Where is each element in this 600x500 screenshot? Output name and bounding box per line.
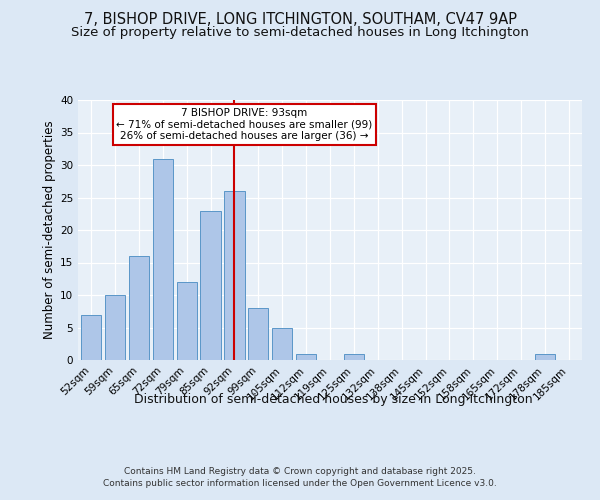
Bar xyxy=(535,354,555,360)
Bar xyxy=(344,354,364,360)
Bar xyxy=(176,282,197,360)
Bar xyxy=(152,158,173,360)
Bar xyxy=(105,295,125,360)
Bar xyxy=(224,191,245,360)
Bar xyxy=(272,328,292,360)
Text: 7, BISHOP DRIVE, LONG ITCHINGTON, SOUTHAM, CV47 9AP: 7, BISHOP DRIVE, LONG ITCHINGTON, SOUTHA… xyxy=(83,12,517,28)
Bar xyxy=(200,210,221,360)
Text: 7 BISHOP DRIVE: 93sqm
← 71% of semi-detached houses are smaller (99)
26% of semi: 7 BISHOP DRIVE: 93sqm ← 71% of semi-deta… xyxy=(116,108,373,141)
Text: Distribution of semi-detached houses by size in Long Itchington: Distribution of semi-detached houses by … xyxy=(134,392,532,406)
Text: Size of property relative to semi-detached houses in Long Itchington: Size of property relative to semi-detach… xyxy=(71,26,529,39)
Y-axis label: Number of semi-detached properties: Number of semi-detached properties xyxy=(43,120,56,340)
Bar xyxy=(129,256,149,360)
Bar xyxy=(296,354,316,360)
Bar xyxy=(81,314,101,360)
Text: Contains HM Land Registry data © Crown copyright and database right 2025.: Contains HM Land Registry data © Crown c… xyxy=(124,468,476,476)
Text: Contains public sector information licensed under the Open Government Licence v3: Contains public sector information licen… xyxy=(103,479,497,488)
Bar xyxy=(248,308,268,360)
